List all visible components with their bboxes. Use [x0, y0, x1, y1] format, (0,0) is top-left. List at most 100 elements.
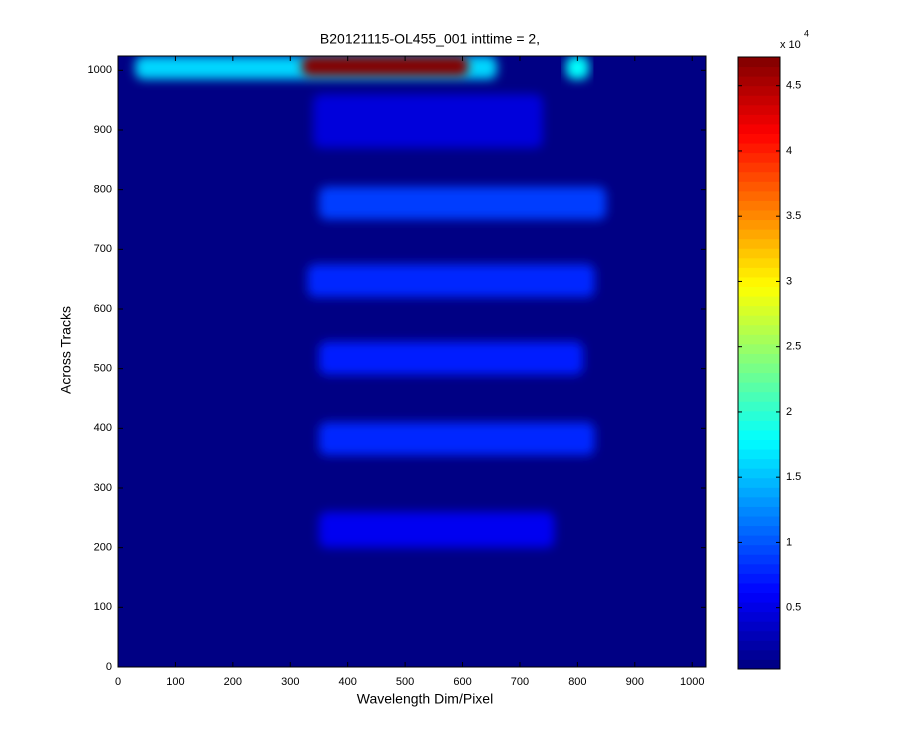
heatmap-region: [307, 264, 595, 298]
x-tick-label: 200: [224, 676, 242, 688]
y-tick-label: 300: [94, 482, 112, 494]
x-axis-label: Wavelength Dim/Pixel: [357, 691, 493, 707]
y-tick-label: 800: [94, 184, 112, 196]
colorbar-tick-label: 1: [786, 536, 792, 548]
colorbar-swatch: [738, 592, 780, 603]
colorbar-swatch: [738, 391, 780, 402]
colorbar-swatch: [738, 487, 780, 498]
colorbar-swatch: [738, 496, 780, 507]
plot-area: [118, 56, 706, 667]
colorbar-swatch: [738, 573, 780, 584]
colorbar-swatch: [738, 276, 780, 287]
y-tick-label: 100: [94, 601, 112, 613]
colorbar-swatch: [738, 659, 780, 670]
y-tick-label: 500: [94, 363, 112, 375]
colorbar-tick-label: 3.5: [786, 210, 801, 222]
colorbar-tick-label: 2.5: [786, 341, 801, 353]
colorbar-swatch: [738, 640, 780, 651]
colorbar-swatch: [738, 143, 780, 154]
colorbar-swatch: [738, 420, 780, 431]
colorbar-swatch: [738, 410, 780, 421]
colorbar-swatch: [738, 152, 780, 163]
colorbar-swatch: [738, 315, 780, 326]
colorbar-swatch: [738, 611, 780, 622]
colorbar-swatch: [738, 516, 780, 527]
colorbar-swatch: [738, 439, 780, 450]
colorbar-swatch: [738, 468, 780, 479]
colorbar-swatch: [738, 66, 780, 77]
colorbar-swatch: [738, 286, 780, 297]
colorbar-swatch: [738, 57, 780, 68]
colorbar-swatch: [738, 554, 780, 565]
colorbar-swatch: [738, 563, 780, 574]
y-tick-label: 200: [94, 542, 112, 554]
colorbar-tick-label: 2: [786, 406, 792, 418]
y-axis-label: Across Tracks: [58, 306, 74, 394]
x-tick-label: 500: [396, 676, 414, 688]
heatmap-region: [301, 56, 469, 77]
heatmap-region: [313, 94, 543, 148]
colorbar-swatch: [738, 114, 780, 125]
x-tick-label: 600: [453, 676, 471, 688]
heatmap-region: [318, 341, 584, 375]
colorbar-swatch: [738, 257, 780, 268]
y-tick-label: 0: [106, 661, 112, 673]
colorbar-swatch: [738, 363, 780, 374]
colorbar-swatch: [738, 162, 780, 173]
colorbar-swatch: [738, 76, 780, 87]
colorbar-swatch: [738, 544, 780, 555]
heatmap-region: [318, 422, 595, 456]
colorbar-tick-label: 1.5: [786, 471, 801, 483]
colorbar-swatch: [738, 267, 780, 278]
y-tick-label: 700: [94, 243, 112, 255]
colorbar-swatch: [738, 506, 780, 517]
chart-title: B20121115-OL455_001 inttime = 2,: [320, 31, 540, 47]
colorbar-swatch: [738, 602, 780, 613]
y-tick-label: 1000: [88, 64, 112, 76]
y-tick-label: 600: [94, 303, 112, 315]
x-tick-label: 100: [166, 676, 184, 688]
colorbar-swatch: [738, 621, 780, 632]
colorbar-swatch: [738, 85, 780, 96]
colorbar-swatch: [738, 372, 780, 383]
colorbar-swatch: [738, 133, 780, 144]
colorbar-swatch: [738, 181, 780, 192]
colorbar-scale-base: x 10: [780, 39, 801, 51]
x-tick-label: 900: [626, 676, 644, 688]
colorbar-swatch: [738, 535, 780, 546]
colorbar-swatch: [738, 458, 780, 469]
colorbar-swatch: [738, 649, 780, 660]
colorbar-swatch: [738, 296, 780, 307]
colorbar-swatch: [738, 248, 780, 259]
colorbar-scale-exponent: 4: [804, 28, 809, 38]
heatmap-region: [565, 56, 589, 80]
colorbar-swatch: [738, 190, 780, 201]
x-tick-label: 300: [281, 676, 299, 688]
plot-frame: [117, 55, 707, 668]
colorbar-swatch: [738, 210, 780, 221]
colorbar-tick-label: 0.5: [786, 602, 801, 614]
heatmap-region: [318, 186, 607, 220]
colorbar-swatch: [738, 95, 780, 106]
colorbar-swatch: [738, 334, 780, 345]
colorbar-swatch: [738, 104, 780, 115]
colorbar-swatch: [738, 229, 780, 240]
colorbar-swatch: [738, 582, 780, 593]
colorbar-swatch: [738, 401, 780, 412]
heatmap-region: [318, 511, 555, 548]
x-tick-label: 800: [568, 676, 586, 688]
colorbar-swatch: [738, 324, 780, 335]
colorbar-swatch: [738, 305, 780, 316]
colorbar-swatch: [738, 343, 780, 354]
x-tick-label: 700: [511, 676, 529, 688]
colorbar-swatch: [738, 353, 780, 364]
colorbar-swatch: [738, 171, 780, 182]
colorbar-tick-label: 4: [786, 145, 792, 157]
colorbar-swatch: [738, 382, 780, 393]
colorbar-swatch: [738, 123, 780, 134]
colorbar-frame: [737, 56, 781, 670]
colorbar-swatch: [738, 238, 780, 249]
x-tick-label: 400: [339, 676, 357, 688]
colorbar-swatch: [738, 449, 780, 460]
